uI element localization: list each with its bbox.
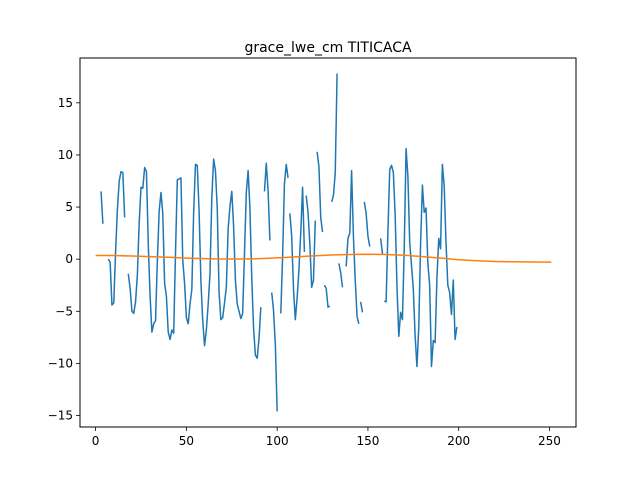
y-axis: −15 −10 −5 0 5 10 15 [48,96,80,423]
series-0-line-segment-0 [100,191,104,224]
x-tick-label-2: 100 [266,434,289,448]
y-tick-label-1: −10 [48,356,73,370]
y-tick-label-6: 15 [58,96,73,110]
series-layer [95,73,552,412]
y-tick-label-3: 0 [65,252,73,266]
series-0-line-segment-9 [323,284,331,308]
series-1-line-segment-0 [95,253,552,263]
x-tick-label-1: 50 [179,434,194,448]
series-0-line-segment-14 [363,201,371,247]
series-0-line-segment-11 [338,263,344,288]
y-tick-label-0: −15 [48,409,73,423]
y-tick-label-5: 10 [58,148,73,162]
series-0-line-segment-10 [330,73,338,203]
series-0-line-segment-12 [345,169,360,324]
y-tick-label-4: 5 [65,200,73,214]
series-0-line-segment-1 [107,170,126,306]
series-0-line-segment-8 [316,151,324,233]
x-tick-label-3: 150 [356,434,379,448]
plot-area: 0 50 100 150 200 250 −15 −10 −5 0 5 10 15 [48,57,577,448]
series-0-line-segment-7 [305,195,317,289]
chart-title: grace_lwe_cm TITICACA [244,40,412,56]
x-tick-label-5: 250 [538,434,561,448]
series-0-line-segment-5 [280,163,289,314]
series-0-line-segment-4 [270,292,278,412]
x-axis: 0 50 100 150 200 250 [92,427,561,448]
series-0-line-segment-16 [383,147,458,368]
x-tick-label-0: 0 [92,434,100,448]
x-tick-label-4: 200 [447,434,470,448]
series-0-line-segment-13 [359,301,364,313]
series-0-line-segment-6 [289,186,306,321]
series-0-line-segment-15 [379,238,384,255]
axes-frame [79,57,577,428]
series-0-line-segment-3 [263,162,271,241]
y-tick-label-2: −5 [55,304,73,318]
series-0-line-segment-2 [127,158,262,359]
